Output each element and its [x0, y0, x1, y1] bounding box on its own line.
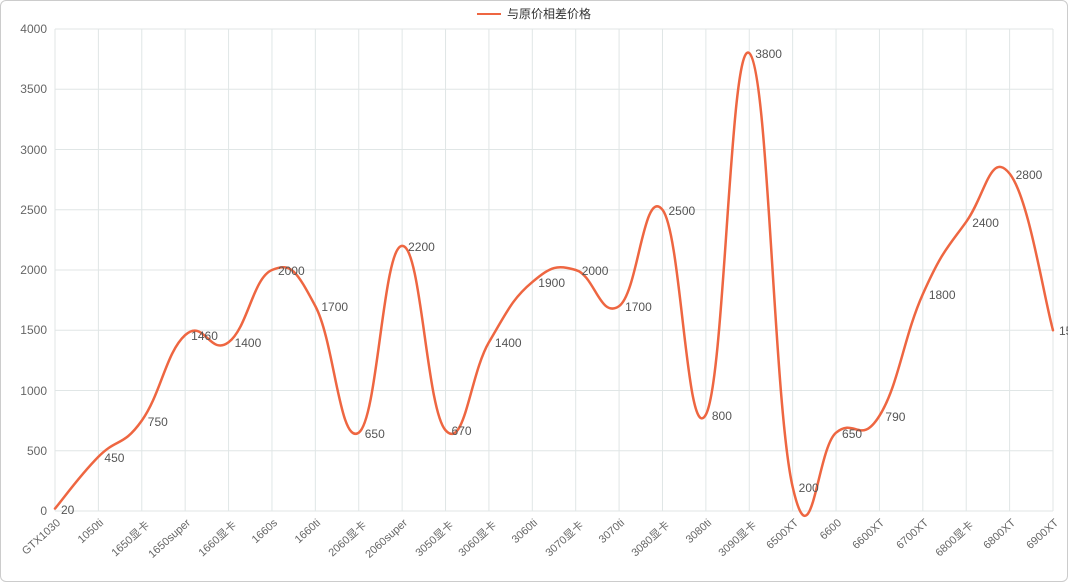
y-tick-label: 2000 — [20, 263, 47, 277]
x-tick-label: 3070ti — [597, 517, 627, 546]
x-tick-label: 6700XT — [894, 517, 931, 552]
x-tick-label: 6900XT — [1024, 517, 1061, 552]
x-tick-label: 3070显卡 — [541, 517, 586, 560]
chart-container: 与原价相差价格 0 500 1000 1500 2000 2500 3000 3500 4000… — [0, 0, 1068, 582]
point-label: 750 — [148, 415, 168, 429]
point-label: 2000 — [582, 264, 609, 278]
y-tick-label: 500 — [27, 444, 47, 458]
x-tick-label: 1660ti — [293, 517, 323, 546]
point-label: 650 — [842, 427, 862, 441]
point-label: 450 — [104, 451, 124, 465]
point-label: 1460 — [191, 329, 218, 343]
x-tick-label: 3050显卡 — [411, 517, 456, 560]
point-label: 1400 — [235, 336, 262, 350]
point-label: 1700 — [625, 300, 652, 314]
y-tick-label: 4000 — [20, 22, 47, 36]
y-tick-label: 0 — [40, 504, 47, 518]
point-label: 200 — [799, 481, 819, 495]
point-label: 2500 — [668, 204, 695, 218]
legend-label: 与原价相差价格 — [507, 5, 591, 22]
x-tick-label: 1660显卡 — [194, 517, 239, 560]
x-tick-label: 2060super — [363, 517, 410, 561]
x-tick-label: 1050ti — [76, 517, 106, 546]
point-label: 1900 — [538, 276, 565, 290]
x-tick-label: 2060显卡 — [324, 517, 369, 560]
point-label: 2000 — [278, 264, 305, 278]
y-tick-label: 3000 — [20, 143, 47, 157]
point-label: 2200 — [408, 240, 435, 254]
x-tick-label: 6800XT — [981, 517, 1018, 552]
point-label: 2400 — [972, 216, 999, 230]
point-label: 1500 — [1059, 324, 1068, 338]
y-tick-label: 3500 — [20, 82, 47, 96]
plot-area: 05001000150020002500300035004000 GTX1030… — [55, 29, 1053, 511]
x-tick-label: GTX1030 — [20, 517, 63, 557]
x-tick-label: 6800显卡 — [932, 517, 977, 560]
legend-line — [477, 13, 501, 15]
x-tick-label: 1650显卡 — [107, 517, 152, 560]
point-label: 1700 — [321, 300, 348, 314]
legend: 与原价相差价格 — [477, 5, 591, 22]
x-tick-label: 3080显卡 — [628, 517, 673, 560]
x-tick-label: 3060ti — [510, 517, 540, 546]
x-tick-label: 6600XT — [851, 517, 888, 552]
x-tick-label: 6500XT — [764, 517, 801, 552]
x-tick-label: 1650super — [147, 517, 194, 561]
x-tick-label: 1660s — [250, 517, 280, 546]
point-label: 800 — [712, 409, 732, 423]
point-label: 1800 — [929, 288, 956, 302]
line-series — [55, 29, 1053, 511]
y-tick-label: 1000 — [20, 384, 47, 398]
y-tick-label: 2500 — [20, 203, 47, 217]
x-tick-label: 3080ti — [684, 517, 714, 546]
point-label: 20 — [61, 503, 74, 517]
point-label: 670 — [452, 424, 472, 438]
point-label: 650 — [365, 427, 385, 441]
point-label: 2800 — [1016, 168, 1043, 182]
point-label: 3800 — [755, 47, 782, 61]
y-tick-label: 1500 — [20, 323, 47, 337]
x-tick-label: 6600 — [818, 517, 844, 542]
x-tick-label: 3090显卡 — [715, 517, 760, 560]
point-label: 790 — [885, 410, 905, 424]
x-tick-label: 3060显卡 — [454, 517, 499, 560]
point-label: 1400 — [495, 336, 522, 350]
